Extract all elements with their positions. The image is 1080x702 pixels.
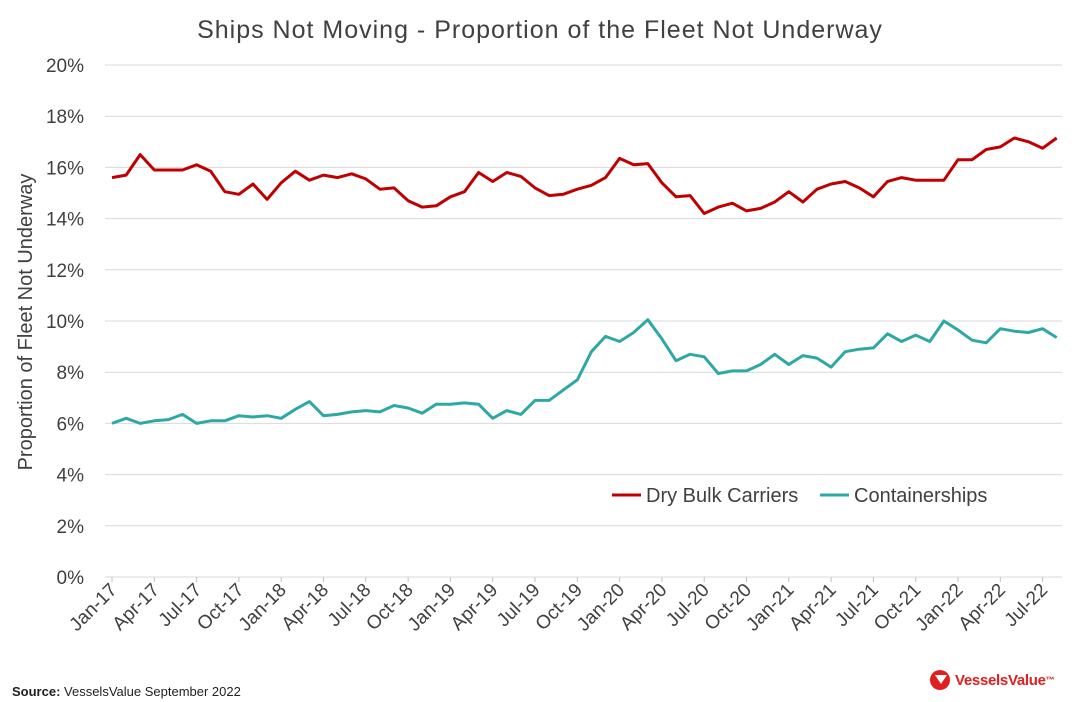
x-tick-label: Apr-17 <box>109 580 164 635</box>
legend: Dry Bulk Carriers Containerships <box>612 485 987 507</box>
logo-trademark: ™ <box>1045 675 1055 685</box>
y-tick-label: 2% <box>57 517 85 538</box>
x-tick-label: Jan-19 <box>404 580 460 636</box>
x-tick-label: Jul-22 <box>1001 580 1052 631</box>
y-tick-label: 10% <box>46 312 84 333</box>
y-axis-label: Proportion of Fleet Not Underway <box>15 174 37 471</box>
x-tick-label: Jan-20 <box>573 580 629 636</box>
source-label: Source: <box>12 684 61 699</box>
y-tick-label: 20% <box>46 56 84 77</box>
y-tick-label: 4% <box>57 466 85 487</box>
x-tick-label: Apr-21 <box>785 580 840 635</box>
source-note: Source: VesselsValue September 2022 <box>12 684 241 699</box>
series-lines <box>111 136 1058 425</box>
y-tick-label: 18% <box>46 107 84 128</box>
y-tick-label: 16% <box>46 158 84 179</box>
legend-label-dry-bulk: Dry Bulk Carriers <box>646 485 798 507</box>
x-axis-ticks: Jan-17Apr-17Jul-17Oct-17Jan-18Apr-18Jul-… <box>66 577 1052 636</box>
x-tick-label: Apr-18 <box>278 580 333 635</box>
x-tick-label: Jan-22 <box>912 580 968 636</box>
series-line-dry-bulk <box>111 136 1058 215</box>
y-tick-label: 14% <box>46 210 84 231</box>
y-tick-label: 6% <box>57 414 85 435</box>
y-axis-ticks: 0% 2% 4% 6% 8% 10% 12% 14% 16% 18% 20% <box>46 56 84 589</box>
series-line-containerships <box>111 318 1058 425</box>
y-tick-label: 12% <box>46 261 84 282</box>
legend-label-containerships: Containerships <box>854 485 987 507</box>
logo-mark-icon <box>930 670 950 690</box>
logo-text: VesselsValue <box>955 671 1046 689</box>
y-tick-label: 8% <box>57 363 85 384</box>
gridlines <box>105 64 1062 578</box>
x-tick-label: Jan-18 <box>235 580 291 636</box>
vesselsvalue-logo: VesselsValue ™ <box>930 670 1055 690</box>
x-tick-label: Apr-19 <box>447 580 502 635</box>
chart-title: Ships Not Moving - Proportion of the Fle… <box>197 16 883 44</box>
y-tick-label: 0% <box>57 568 85 589</box>
x-tick-label: Apr-22 <box>955 580 1010 635</box>
source-text: VesselsValue September 2022 <box>60 684 241 699</box>
x-tick-label: Jan-21 <box>742 580 798 636</box>
x-tick-label: Apr-20 <box>616 580 671 635</box>
